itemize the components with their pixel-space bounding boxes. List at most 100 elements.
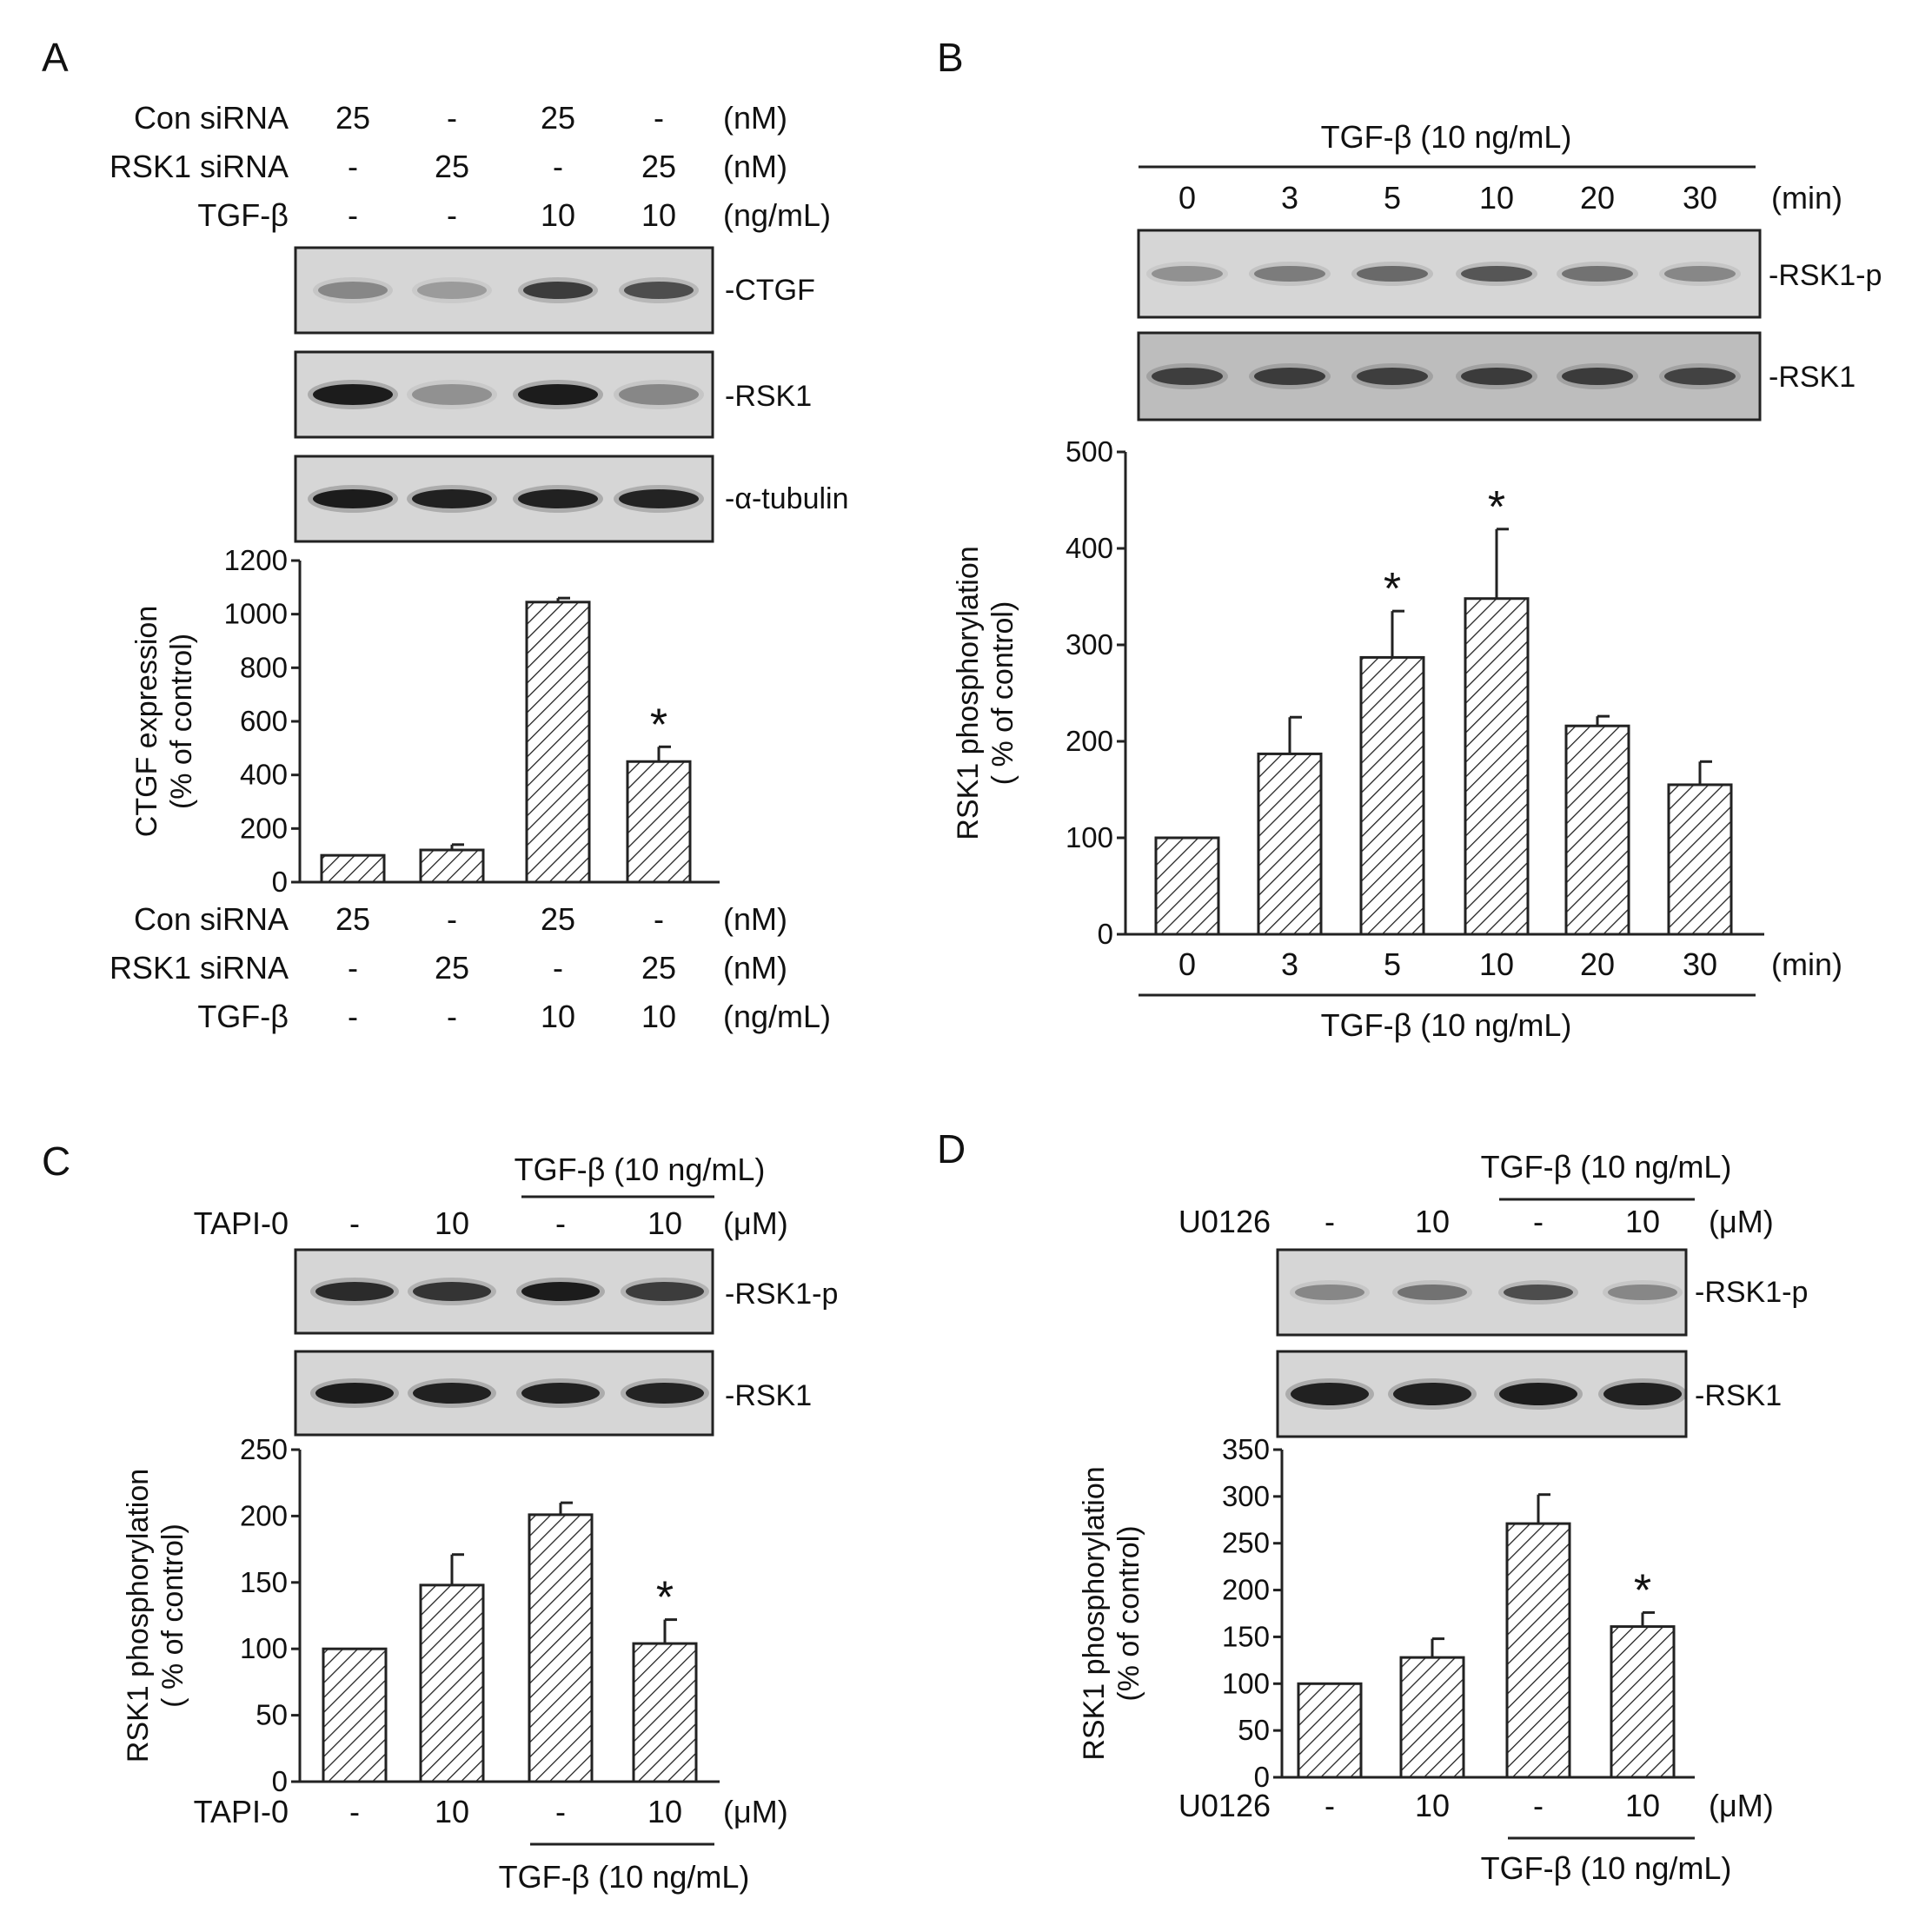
condition-value: - bbox=[553, 149, 563, 184]
blot-label: -RSK1 bbox=[725, 380, 812, 413]
blot-rsk1-band bbox=[315, 1383, 394, 1404]
bar bbox=[322, 1647, 388, 1783]
bar bbox=[626, 760, 692, 884]
condition-row-label: Con siRNA bbox=[134, 100, 289, 136]
y-axis-label: RSK1 phosphorylation(% of control) bbox=[1078, 1466, 1145, 1760]
time-label: 30 bbox=[1683, 946, 1717, 982]
blot-rsk1-p-band-halo bbox=[1146, 262, 1228, 286]
condition-value: - bbox=[349, 1794, 360, 1829]
condition-value: - bbox=[447, 100, 457, 136]
condition-value: - bbox=[447, 197, 457, 233]
panel-letter-b: B bbox=[937, 35, 964, 80]
time-unit: (min) bbox=[1771, 946, 1842, 982]
blot-rsk1-band bbox=[1461, 368, 1532, 385]
bar bbox=[1667, 783, 1733, 936]
blot-rsk1-p-band bbox=[315, 1282, 394, 1301]
blot-tubulin-band bbox=[313, 489, 393, 508]
blot-rsk1-p-frame bbox=[1276, 1248, 1688, 1337]
condition-unit: (μM) bbox=[723, 1205, 788, 1241]
condition-unit: (nM) bbox=[723, 100, 787, 136]
y-tick-label: 150 bbox=[240, 1566, 288, 1598]
condition-value: 10 bbox=[541, 999, 575, 1034]
condition-value: 25 bbox=[435, 149, 469, 184]
blot-rsk1-p bbox=[1276, 1248, 1688, 1337]
blot-rsk1-p-band bbox=[1398, 1285, 1467, 1300]
blot-rsk1-band bbox=[1603, 1383, 1682, 1405]
significance-star: * bbox=[656, 1573, 674, 1623]
bar bbox=[1154, 836, 1220, 936]
blot-rsk1-band-halo bbox=[1456, 363, 1537, 389]
blot-rsk1-p-band-halo bbox=[1249, 262, 1331, 286]
treatment-label: TGF-β (10 ng/mL) bbox=[515, 1152, 766, 1187]
time-label: 20 bbox=[1580, 180, 1615, 216]
y-tick-label: 600 bbox=[240, 705, 288, 737]
blot-label: -RSK1 bbox=[725, 1379, 812, 1412]
y-tick-label: 50 bbox=[256, 1699, 288, 1731]
y-tick-label: 400 bbox=[240, 759, 288, 791]
blot-rsk1-p bbox=[294, 1248, 714, 1335]
condition-value: 25 bbox=[541, 100, 575, 136]
condition-value: - bbox=[555, 1205, 566, 1241]
blot-label: -RSK1-p bbox=[1695, 1276, 1808, 1309]
time-label: 0 bbox=[1178, 946, 1196, 982]
condition-row-label: TGF-β bbox=[197, 999, 289, 1034]
blot-tubulin bbox=[294, 455, 714, 543]
blot-tubulin-band bbox=[412, 489, 492, 508]
blot-label: -RSK1-p bbox=[725, 1278, 838, 1311]
bar bbox=[419, 848, 485, 884]
bar bbox=[1359, 655, 1425, 936]
condition-unit: (μM) bbox=[1709, 1788, 1774, 1823]
blot-rsk1-band bbox=[412, 384, 492, 405]
blot-ctgf-band-halo bbox=[619, 277, 699, 303]
condition-unit: (nM) bbox=[723, 149, 787, 184]
blot-rsk1-band bbox=[1254, 368, 1325, 385]
condition-value: - bbox=[1325, 1204, 1335, 1239]
condition-value: - bbox=[1533, 1204, 1544, 1239]
bar bbox=[1297, 1682, 1363, 1779]
blot-tubulin-band-halo bbox=[308, 485, 398, 513]
blot-rsk1 bbox=[1137, 331, 1762, 422]
time-label: 0 bbox=[1178, 180, 1196, 216]
blot-ctgf-band bbox=[523, 282, 593, 299]
blot-rsk1-band bbox=[1499, 1383, 1577, 1405]
treatment-label: TGF-β (10 ng/mL) bbox=[1321, 119, 1572, 155]
condition-value: - bbox=[348, 149, 358, 184]
condition-unit: (nM) bbox=[723, 950, 787, 986]
blot-ctgf-band bbox=[624, 282, 694, 299]
condition-value: - bbox=[553, 950, 563, 986]
blot-label: -CTGF bbox=[725, 274, 815, 307]
significance-star: * bbox=[1488, 482, 1505, 533]
blot-rsk1 bbox=[294, 350, 714, 439]
blot-rsk1 bbox=[1276, 1350, 1688, 1438]
y-tick-label: 200 bbox=[240, 1499, 288, 1531]
condition-value: 10 bbox=[541, 197, 575, 233]
bar bbox=[320, 853, 386, 884]
condition-value: - bbox=[348, 197, 358, 233]
condition-value: 10 bbox=[1415, 1788, 1450, 1823]
y-tick-label: 200 bbox=[1222, 1574, 1270, 1606]
condition-value: 25 bbox=[335, 901, 370, 937]
y-tick-label: 1000 bbox=[224, 598, 288, 630]
condition-value: - bbox=[349, 1205, 360, 1241]
condition-value: - bbox=[1533, 1788, 1544, 1823]
significance-star: * bbox=[1634, 1565, 1651, 1616]
blot-rsk1-band-halo bbox=[516, 1378, 605, 1408]
condition-value: 10 bbox=[641, 999, 676, 1034]
blot-ctgf-band bbox=[318, 282, 388, 299]
blot-rsk1-p bbox=[1137, 229, 1762, 319]
condition-value: - bbox=[447, 999, 457, 1034]
bar bbox=[1464, 597, 1530, 936]
blot-label: -RSK1-p bbox=[1769, 259, 1882, 292]
y-tick-label: 200 bbox=[240, 812, 288, 844]
blot-rsk1-p-band bbox=[521, 1282, 600, 1301]
blot-rsk1-band bbox=[1291, 1383, 1369, 1405]
blot-rsk1-band bbox=[1664, 368, 1736, 385]
condition-value: 10 bbox=[1625, 1204, 1660, 1239]
condition-row-label: TGF-β bbox=[197, 197, 289, 233]
time-label: 3 bbox=[1281, 180, 1298, 216]
y-tick-label: 200 bbox=[1066, 725, 1113, 757]
blot-rsk1-p-band-halo bbox=[1456, 262, 1537, 286]
blot-rsk1-band-halo bbox=[614, 380, 704, 409]
condition-row-label: U0126 bbox=[1178, 1204, 1271, 1239]
blot-rsk1-p-band bbox=[1254, 266, 1325, 282]
